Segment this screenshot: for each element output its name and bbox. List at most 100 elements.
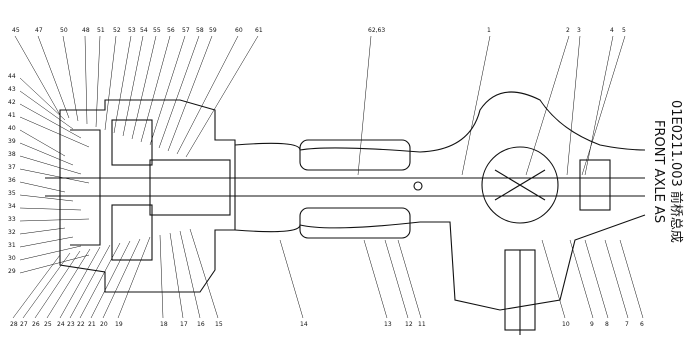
callout-label: 35 xyxy=(8,190,16,197)
leader-line xyxy=(176,35,239,155)
leader-line xyxy=(37,35,70,119)
leader-line xyxy=(34,250,81,319)
callout-label: 9 xyxy=(590,321,594,328)
callout-label: 25 xyxy=(44,321,52,328)
leader-line xyxy=(619,239,644,319)
callout-label: 34 xyxy=(8,203,16,210)
drawing-subtitle: FRONT AXLE AS xyxy=(651,120,666,223)
leader-line xyxy=(189,228,219,319)
callout-label: 50 xyxy=(60,27,68,34)
leader-line xyxy=(363,239,388,319)
callout-label: 42 xyxy=(8,99,16,106)
leader-line xyxy=(19,155,82,175)
callout-label: 23 xyxy=(67,321,75,328)
callout-label: 22 xyxy=(77,321,85,328)
leader-line xyxy=(185,35,259,158)
callout-label: 51 xyxy=(97,27,105,34)
callout-label: 5 xyxy=(622,27,626,34)
leader-line xyxy=(19,245,82,261)
callout-label: 1 xyxy=(487,27,491,34)
leader-line xyxy=(131,35,157,140)
leader-line xyxy=(90,240,131,319)
leader-line xyxy=(19,218,90,222)
callout-label: 52 xyxy=(113,27,121,34)
leader-line xyxy=(158,35,200,149)
leader-line xyxy=(19,227,66,235)
leader-line xyxy=(604,239,629,319)
callout-label: 48 xyxy=(82,27,90,34)
leader-line xyxy=(19,90,74,130)
leader-line xyxy=(19,207,82,211)
leader-line xyxy=(84,35,88,125)
leader-line xyxy=(566,35,581,176)
callout-label: 60 xyxy=(235,27,243,34)
callout-label: 27 xyxy=(20,321,28,328)
leader-line xyxy=(525,35,570,176)
leader-line xyxy=(397,239,422,319)
leader-line xyxy=(19,194,74,202)
leader-line xyxy=(584,35,614,176)
leader-line xyxy=(69,244,111,319)
callout-label: 41 xyxy=(8,112,16,119)
leader-line xyxy=(122,35,144,137)
callout-label: 7 xyxy=(625,321,629,328)
callout-label: 40 xyxy=(8,125,16,132)
callout-label: 28 xyxy=(10,321,18,328)
leader-line xyxy=(357,35,372,176)
callout-label: 18 xyxy=(160,321,168,328)
callout-label: 10 xyxy=(562,321,570,328)
callout-label: 29 xyxy=(8,268,16,275)
leader-line xyxy=(62,35,79,122)
axle-geometry xyxy=(45,91,646,335)
leader-line xyxy=(179,230,201,319)
callout-label: 24 xyxy=(57,321,65,328)
leader-line xyxy=(584,239,609,319)
callout-label: 44 xyxy=(8,73,16,80)
callout-label: 11 xyxy=(418,321,426,328)
leader-line xyxy=(19,236,74,248)
leader-line xyxy=(22,252,71,319)
leader-line xyxy=(167,35,213,152)
callout-label: 37 xyxy=(8,164,16,171)
leader-line xyxy=(19,116,90,148)
callout-label: 13 xyxy=(384,321,392,328)
callout-label: 58 xyxy=(196,27,204,34)
callout-label: 2 xyxy=(566,27,570,34)
callout-label: 45 xyxy=(12,27,20,34)
leader-line xyxy=(19,254,90,274)
leader-line xyxy=(159,234,164,319)
callout-label: 31 xyxy=(8,242,16,249)
callout-label: 38 xyxy=(8,151,16,158)
callout-label: 4 xyxy=(610,27,614,34)
callout-label: 20 xyxy=(100,321,108,328)
leader-line xyxy=(12,254,61,319)
leader-line xyxy=(19,181,66,193)
leader-line xyxy=(79,242,121,319)
leader-line xyxy=(113,35,132,134)
leader-line xyxy=(541,239,566,319)
callout-label: 43 xyxy=(8,86,16,93)
callout-label: 30 xyxy=(8,255,16,262)
leader-line xyxy=(279,239,304,319)
callout-label: 17 xyxy=(180,321,188,328)
leader-line xyxy=(581,35,626,176)
leader-line xyxy=(169,232,184,319)
callout-label: 21 xyxy=(88,321,96,328)
leader-line xyxy=(384,239,409,319)
leader-line xyxy=(19,103,82,139)
callout-label: 19 xyxy=(115,321,123,328)
callout-label: 3 xyxy=(577,27,581,34)
callout-label: 33 xyxy=(8,216,16,223)
callout-label: 15 xyxy=(215,321,223,328)
callout-label: 56 xyxy=(167,27,175,34)
drawing-title: 01E0211.003 前桥总成 xyxy=(668,100,684,243)
leader-line xyxy=(140,35,171,143)
leader-line xyxy=(461,35,491,176)
callout-label: 14 xyxy=(300,321,308,328)
callout-label: 8 xyxy=(605,321,609,328)
callout-label: 26 xyxy=(32,321,40,328)
callout-label: 61 xyxy=(255,27,263,34)
callout-label: 16 xyxy=(197,321,205,328)
callout-label: 39 xyxy=(8,138,16,145)
